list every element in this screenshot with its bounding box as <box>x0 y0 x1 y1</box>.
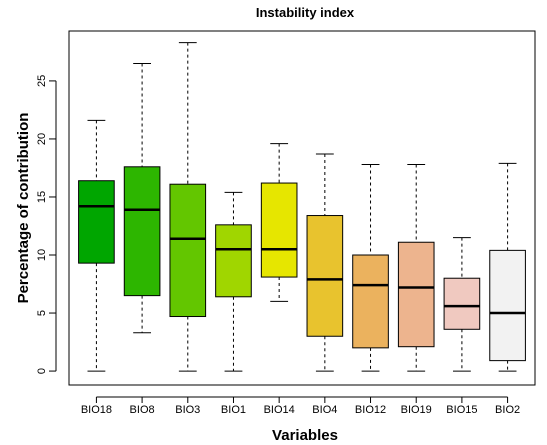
iqr-box <box>260 182 298 278</box>
plot-frame <box>68 30 536 386</box>
box-BIO8 <box>123 62 161 334</box>
y-axis: 0 5 10 15 20 25 <box>36 75 57 374</box>
x-tick-label-7: BIO19 <box>401 404 432 416</box>
boxes-layer <box>78 42 526 372</box>
box-BIO18 <box>78 119 115 372</box>
x-tick-label-9: BIO2 <box>495 404 520 416</box>
x-axis: BIO18 BIO8 BIO3 BIO1 BIO14 BIO4 BIO12 BIO19 BIO1… <box>81 396 520 416</box>
iqr-box <box>443 277 481 330</box>
x-tick-label-4: BIO14 <box>264 404 295 416</box>
iqr-box <box>123 166 161 297</box>
iqr-box <box>78 180 115 264</box>
box-BIO3 <box>169 42 207 372</box>
y-tick-label-0: 0 <box>36 368 48 374</box>
iqr-box <box>489 249 526 362</box>
chart-title: Instability index <box>256 5 355 20</box>
box-BIO14 <box>260 143 298 302</box>
x-tick-label-0: BIO18 <box>81 404 112 416</box>
x-tick-label-2: BIO3 <box>175 404 200 416</box>
x-tick-label-3: BIO1 <box>221 404 246 416</box>
box-BIO12 <box>352 163 389 372</box>
x-tick-label-5: BIO4 <box>312 404 337 416</box>
y-axis-title: Percentage of contribution <box>15 113 32 304</box>
box-BIO1 <box>215 191 252 372</box>
iqr-box <box>306 215 344 337</box>
iqr-box <box>352 254 389 349</box>
x-tick-label-1: BIO8 <box>130 404 155 416</box>
box-BIO15 <box>443 237 481 372</box>
y-tick-label-3: 15 <box>36 191 48 203</box>
box-BIO19 <box>397 163 435 372</box>
y-tick-label-2: 10 <box>36 249 48 261</box>
x-axis-title: Variables <box>272 427 338 444</box>
y-tick-label-5: 25 <box>36 75 48 87</box>
iqr-box <box>215 224 252 298</box>
x-tick-label-6: BIO12 <box>355 404 386 416</box>
iqr-box <box>397 241 435 348</box>
y-tick-label-4: 20 <box>36 133 48 145</box>
iqr-box <box>169 183 207 318</box>
y-tick-label-1: 5 <box>36 310 48 316</box>
box-BIO4 <box>306 153 344 372</box>
box-BIO2 <box>489 162 526 372</box>
x-tick-label-8: BIO15 <box>446 404 477 416</box>
